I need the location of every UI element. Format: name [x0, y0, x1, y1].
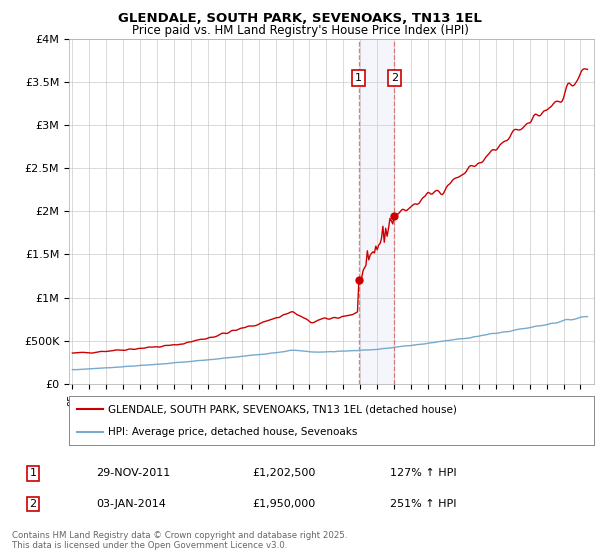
Text: Contains HM Land Registry data © Crown copyright and database right 2025.
This d: Contains HM Land Registry data © Crown c… [12, 530, 347, 550]
Text: £1,950,000: £1,950,000 [252, 499, 315, 509]
Text: GLENDALE, SOUTH PARK, SEVENOAKS, TN13 1EL: GLENDALE, SOUTH PARK, SEVENOAKS, TN13 1E… [118, 12, 482, 25]
Text: 29-NOV-2011: 29-NOV-2011 [96, 468, 170, 478]
Text: GLENDALE, SOUTH PARK, SEVENOAKS, TN13 1EL (detached house): GLENDALE, SOUTH PARK, SEVENOAKS, TN13 1E… [109, 404, 457, 414]
Text: 127% ↑ HPI: 127% ↑ HPI [390, 468, 457, 478]
Text: £1,202,500: £1,202,500 [252, 468, 316, 478]
Text: 2: 2 [29, 499, 37, 509]
Text: HPI: Average price, detached house, Sevenoaks: HPI: Average price, detached house, Seve… [109, 427, 358, 437]
Text: 251% ↑ HPI: 251% ↑ HPI [390, 499, 457, 509]
Text: 1: 1 [355, 73, 362, 83]
Text: 2: 2 [391, 73, 398, 83]
Text: 1: 1 [29, 468, 37, 478]
Bar [359, 39, 394, 384]
Text: Price paid vs. HM Land Registry's House Price Index (HPI): Price paid vs. HM Land Registry's House … [131, 24, 469, 36]
Text: 03-JAN-2014: 03-JAN-2014 [96, 499, 166, 509]
